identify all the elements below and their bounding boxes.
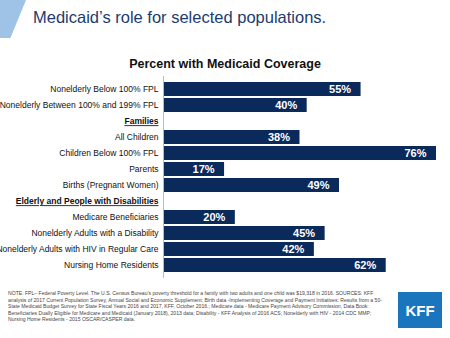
svg-text:Nonelderly Adults with a Disab: Nonelderly Adults with a Disability bbox=[31, 228, 159, 238]
svg-text:Children Below 100% FPL: Children Below 100% FPL bbox=[59, 148, 158, 158]
svg-text:38%: 38% bbox=[268, 131, 290, 143]
svg-text:Parents: Parents bbox=[129, 164, 158, 174]
svg-text:Nursing Home Residents: Nursing Home Residents bbox=[64, 260, 158, 270]
svg-text:17%: 17% bbox=[193, 163, 215, 175]
svg-text:Medicare Beneficiaries: Medicare Beneficiaries bbox=[73, 212, 159, 222]
svg-text:Nonelderly Below 100% FPL: Nonelderly Below 100% FPL bbox=[50, 84, 158, 94]
svg-text:49%: 49% bbox=[307, 179, 329, 191]
svg-text:76%: 76% bbox=[404, 147, 426, 159]
svg-text:Nonelderly Between 100% and 19: Nonelderly Between 100% and 199% FPL bbox=[0, 100, 159, 110]
svg-text:Families: Families bbox=[124, 116, 158, 126]
svg-text:Elderly and People with Disabi: Elderly and People with Disabilities bbox=[16, 196, 159, 206]
svg-text:40%: 40% bbox=[275, 99, 297, 111]
svg-text:45%: 45% bbox=[293, 227, 315, 239]
svg-text:42%: 42% bbox=[282, 243, 304, 255]
svg-text:Births (Pregnant Women): Births (Pregnant Women) bbox=[63, 180, 159, 190]
svg-text:Nonelderly Adults with HIV in: Nonelderly Adults with HIV in Regular Ca… bbox=[0, 244, 159, 254]
svg-text:62%: 62% bbox=[354, 259, 376, 271]
html-text:KFF: KFF bbox=[405, 301, 435, 319]
svg-text:20%: 20% bbox=[203, 211, 225, 223]
html-text:Percent with Medicaid Coverage: Percent with Medicaid Coverage bbox=[129, 57, 321, 71]
html-text:NOTE: FPL– Federal Poverty Lev: NOTE: FPL– Federal Poverty Level. The U.… bbox=[8, 290, 382, 323]
svg-text:All Children: All Children bbox=[115, 132, 159, 142]
svg-text:55%: 55% bbox=[329, 83, 351, 95]
html-text:Medicaid’s role for selected p: Medicaid’s role for selected populations… bbox=[33, 8, 327, 26]
